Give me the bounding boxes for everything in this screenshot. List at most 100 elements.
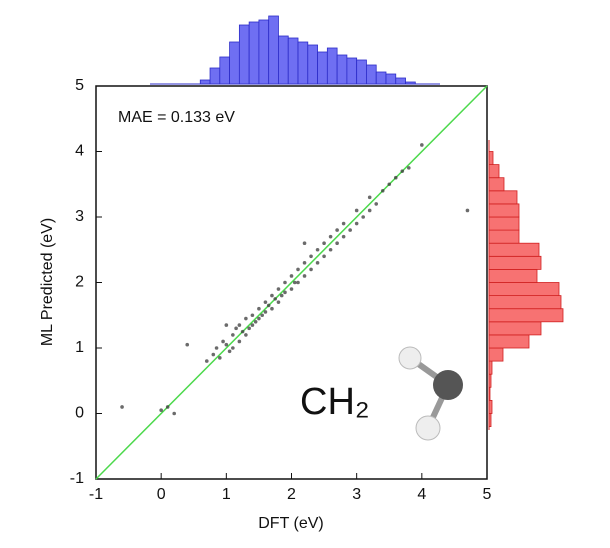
- y-axis-label: ML Predicted (eV): [39, 218, 56, 346]
- point: [250, 313, 255, 318]
- point: [283, 280, 287, 285]
- point: [244, 333, 248, 337]
- right-hist-bar: [488, 229, 520, 244]
- point: [260, 313, 264, 318]
- point: [407, 166, 411, 170]
- point: [348, 228, 352, 232]
- x-tick-label: -1: [89, 486, 103, 503]
- right-hist-bar: [488, 255, 542, 270]
- diagonal-line: [95, 85, 488, 480]
- y-tick-label: 5: [75, 77, 84, 94]
- top-hist-bar: [375, 71, 387, 85]
- top-hist-bar: [307, 44, 318, 85]
- y-tick-label: 2: [75, 274, 84, 291]
- right-hist-bar: [488, 242, 540, 257]
- point: [341, 234, 346, 239]
- point: [172, 411, 176, 416]
- right-hist-bar: [488, 399, 493, 414]
- point: [322, 254, 326, 259]
- top-hist-bar: [336, 54, 348, 85]
- point: [185, 342, 190, 347]
- point: [257, 316, 261, 321]
- point: [231, 333, 235, 337]
- point: [367, 208, 372, 213]
- right-hist-bar: [488, 151, 494, 166]
- y-tick-label: 0: [75, 405, 84, 422]
- right-hist-bar: [488, 203, 520, 218]
- point: [465, 208, 470, 213]
- right-hist-bar: [488, 282, 560, 297]
- point: [328, 234, 333, 239]
- top-hist-bar: [229, 41, 240, 85]
- x-tick-label: 1: [222, 486, 231, 503]
- top-hist-bar: [199, 79, 211, 85]
- point: [253, 320, 258, 324]
- top-hist-bar: [356, 59, 367, 85]
- point: [380, 189, 385, 193]
- top-hist-bar: [268, 15, 279, 85]
- point: [335, 228, 339, 232]
- point: [247, 326, 251, 331]
- top-hist-bar: [405, 81, 416, 85]
- point: [283, 290, 287, 295]
- right-hist-bar: [488, 413, 492, 428]
- right-hist-bar: [488, 216, 520, 231]
- point: [289, 287, 294, 291]
- molecule-icon: [398, 346, 463, 441]
- right-hist-bar: [488, 321, 542, 336]
- point: [237, 339, 242, 344]
- point: [328, 247, 333, 252]
- point: [224, 323, 229, 327]
- point: [309, 267, 313, 272]
- point: [341, 221, 346, 226]
- right-hist-bar: [488, 164, 500, 179]
- right-hist-bar: [488, 347, 504, 362]
- point: [322, 241, 326, 245]
- point: [270, 293, 274, 298]
- annotation: MAE = 0.133 eV: [118, 109, 235, 126]
- y-tick-label: 1: [75, 339, 84, 356]
- point: [250, 323, 255, 327]
- point: [263, 300, 268, 304]
- point: [374, 202, 379, 206]
- point: [214, 346, 219, 350]
- point: [315, 261, 320, 265]
- point: [400, 169, 405, 173]
- point: [120, 405, 124, 409]
- point: [276, 287, 281, 291]
- x-axis-label: DFT (eV): [258, 515, 323, 532]
- point: [289, 274, 294, 278]
- right-hist-bar: [488, 386, 491, 401]
- right-hist-bar: [488, 308, 564, 323]
- point: [361, 215, 365, 219]
- point: [218, 356, 222, 360]
- point: [302, 274, 307, 278]
- point: [221, 339, 225, 344]
- point: [393, 175, 398, 180]
- y-tick-label: -1: [70, 470, 84, 487]
- right-hist-bar: [488, 334, 530, 349]
- point: [387, 182, 392, 187]
- point: [240, 329, 245, 334]
- point: [335, 241, 339, 245]
- point: [296, 280, 300, 285]
- point: [279, 293, 284, 298]
- x-tick-label: 0: [157, 486, 166, 503]
- top-hist-bar: [317, 51, 328, 85]
- top-hist-bar: [278, 35, 289, 85]
- point: [315, 247, 320, 252]
- right-hist-bar: [488, 373, 492, 388]
- point: [227, 349, 232, 354]
- point: [231, 346, 235, 350]
- top-hist-bar: [258, 19, 270, 85]
- point: [263, 310, 268, 314]
- point: [296, 267, 300, 272]
- point: [159, 408, 163, 413]
- point: [237, 323, 242, 327]
- point: [276, 300, 281, 304]
- point: [354, 221, 359, 226]
- x-tick-label: 3: [352, 486, 361, 503]
- top-hist-bar: [209, 67, 221, 85]
- point: [367, 195, 372, 200]
- x-tick-label: 4: [417, 486, 426, 503]
